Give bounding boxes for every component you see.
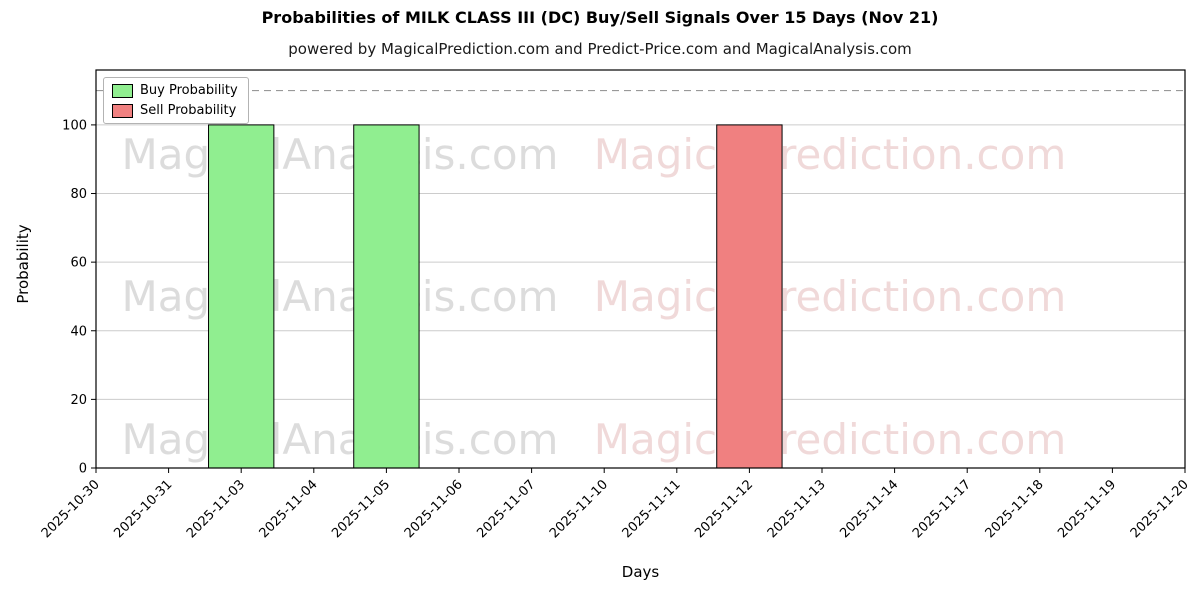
watermark-right: MagicalPrediction.com (594, 130, 1067, 179)
x-axis-label: Days (621, 563, 660, 581)
bar (716, 124, 783, 469)
x-tick-label: 2025-11-20 (1128, 477, 1192, 541)
y-tick-label: 20 (70, 393, 87, 408)
x-tick-label: 2025-11-17 (910, 477, 974, 541)
x-tick-label: 2025-11-10 (547, 477, 611, 541)
bar (353, 124, 420, 469)
watermark-right: MagicalPrediction.com (594, 415, 1067, 464)
x-tick-label: 2025-11-13 (765, 477, 829, 541)
x-tick-label: 2025-11-14 (837, 477, 901, 541)
x-tick-label: 2025-11-06 (402, 477, 466, 541)
legend-label-buy: Buy Probability (140, 83, 238, 98)
x-tick-label: 2025-10-30 (39, 477, 103, 541)
buy-swatch-icon (112, 83, 133, 98)
x-tick-label: 2025-11-07 (474, 477, 538, 541)
watermark-left: MagicalAnalysis.com (122, 130, 559, 179)
legend-item-sell: Sell Probability (112, 103, 238, 118)
watermark-left: MagicalAnalysis.com (122, 415, 559, 464)
watermark-right: MagicalPrediction.com (594, 272, 1067, 321)
bar (208, 124, 275, 469)
y-tick-label: 100 (62, 118, 87, 133)
watermark-left: MagicalAnalysis.com (122, 272, 559, 321)
x-tick-label: 2025-11-11 (620, 477, 684, 541)
y-tick-label: 40 (70, 324, 87, 339)
x-tick-label: 2025-10-31 (111, 477, 175, 541)
y-tick-label: 0 (79, 462, 87, 477)
sell-swatch-icon (112, 103, 133, 118)
x-tick-label: 2025-11-18 (983, 477, 1047, 541)
plot-frame (95, 69, 1186, 469)
y-tick-label: 60 (70, 256, 87, 271)
x-tick-label: 2025-11-19 (1055, 477, 1119, 541)
x-tick-label: 2025-11-05 (329, 477, 393, 541)
legend-label-sell: Sell Probability (140, 103, 237, 118)
x-tick-label: 2025-11-03 (184, 477, 248, 541)
legend: Buy Probability Sell Probability (103, 77, 249, 124)
chart-title: Probabilities of MILK CLASS III (DC) Buy… (261, 8, 939, 27)
x-tick-label: 2025-11-12 (692, 477, 756, 541)
chart-subtitle: powered by MagicalPrediction.com and Pre… (288, 40, 912, 58)
x-tick-label: 2025-11-04 (257, 477, 321, 541)
legend-item-buy: Buy Probability (112, 83, 238, 98)
y-tick-label: 80 (70, 187, 87, 202)
